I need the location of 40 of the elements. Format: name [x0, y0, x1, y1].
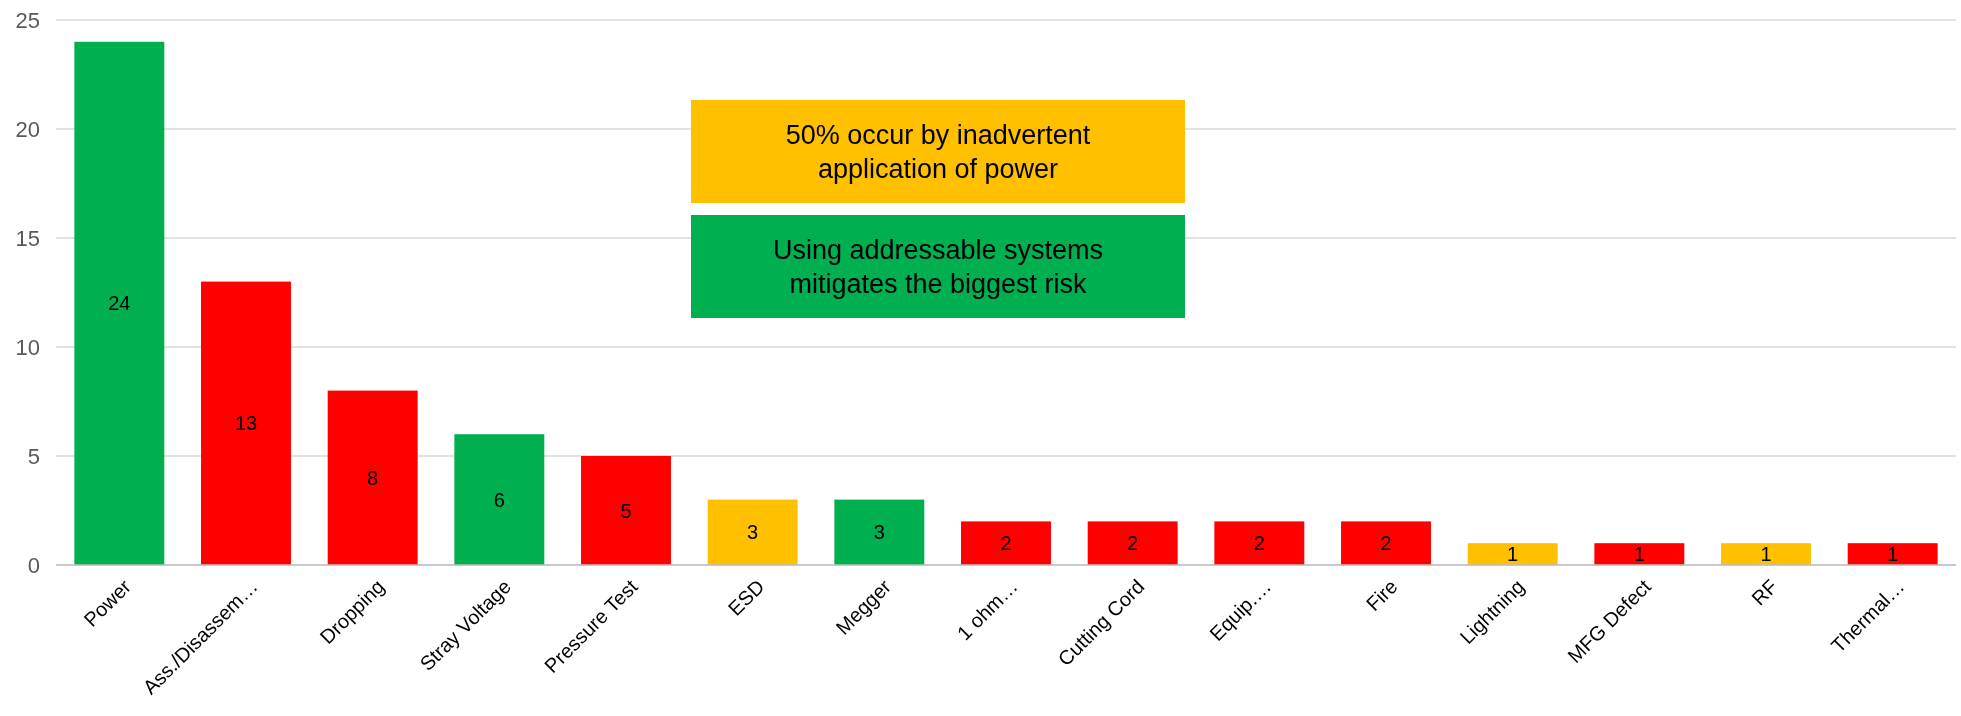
bar: [201, 281, 291, 565]
bar: [581, 456, 671, 565]
data-label: 3: [747, 521, 759, 544]
x-tick-label: RF: [1747, 575, 1782, 610]
bar: [961, 521, 1051, 565]
data-label: 5: [620, 499, 632, 522]
y-tick-label: 20: [15, 116, 40, 142]
bar: [1214, 521, 1305, 565]
bar: [1087, 521, 1178, 565]
y-tick-label: 5: [27, 443, 40, 469]
annotation: 50% occur by inadvertent application of power: [785, 119, 1091, 184]
y-tick-label: 10: [15, 334, 40, 360]
data-label: 2: [1127, 532, 1139, 555]
data-label: 24: [108, 292, 131, 315]
y-tick-label: 0: [27, 552, 40, 578]
x-tick-label: Fire: [1361, 575, 1402, 616]
y-tick-label: 25: [15, 7, 40, 33]
bar: [454, 434, 545, 565]
data-label: 1: [1633, 543, 1645, 566]
bar: [1721, 543, 1811, 565]
data-label: 8: [367, 466, 379, 489]
bar: [1847, 543, 1938, 565]
bar: [1594, 543, 1685, 565]
bar: [1341, 521, 1431, 565]
bar: [74, 41, 165, 565]
bar: [707, 499, 798, 565]
bar: [834, 499, 925, 565]
data-label: 6: [493, 488, 505, 511]
bar: [327, 390, 418, 565]
data-label: 13: [234, 412, 258, 435]
data-label: 2: [1000, 532, 1012, 555]
data-label: 1: [1887, 543, 1899, 566]
annotation: Using addressable systems mitigates the biggest risk: [772, 234, 1104, 299]
data-label: 2: [1380, 532, 1392, 555]
data-label: 1: [1507, 543, 1519, 566]
data-label: 2: [1253, 532, 1265, 555]
bar: [1467, 543, 1558, 565]
y-tick-label: 15: [15, 225, 40, 251]
data-label: 1: [1760, 543, 1772, 566]
data-label: 3: [873, 521, 885, 544]
